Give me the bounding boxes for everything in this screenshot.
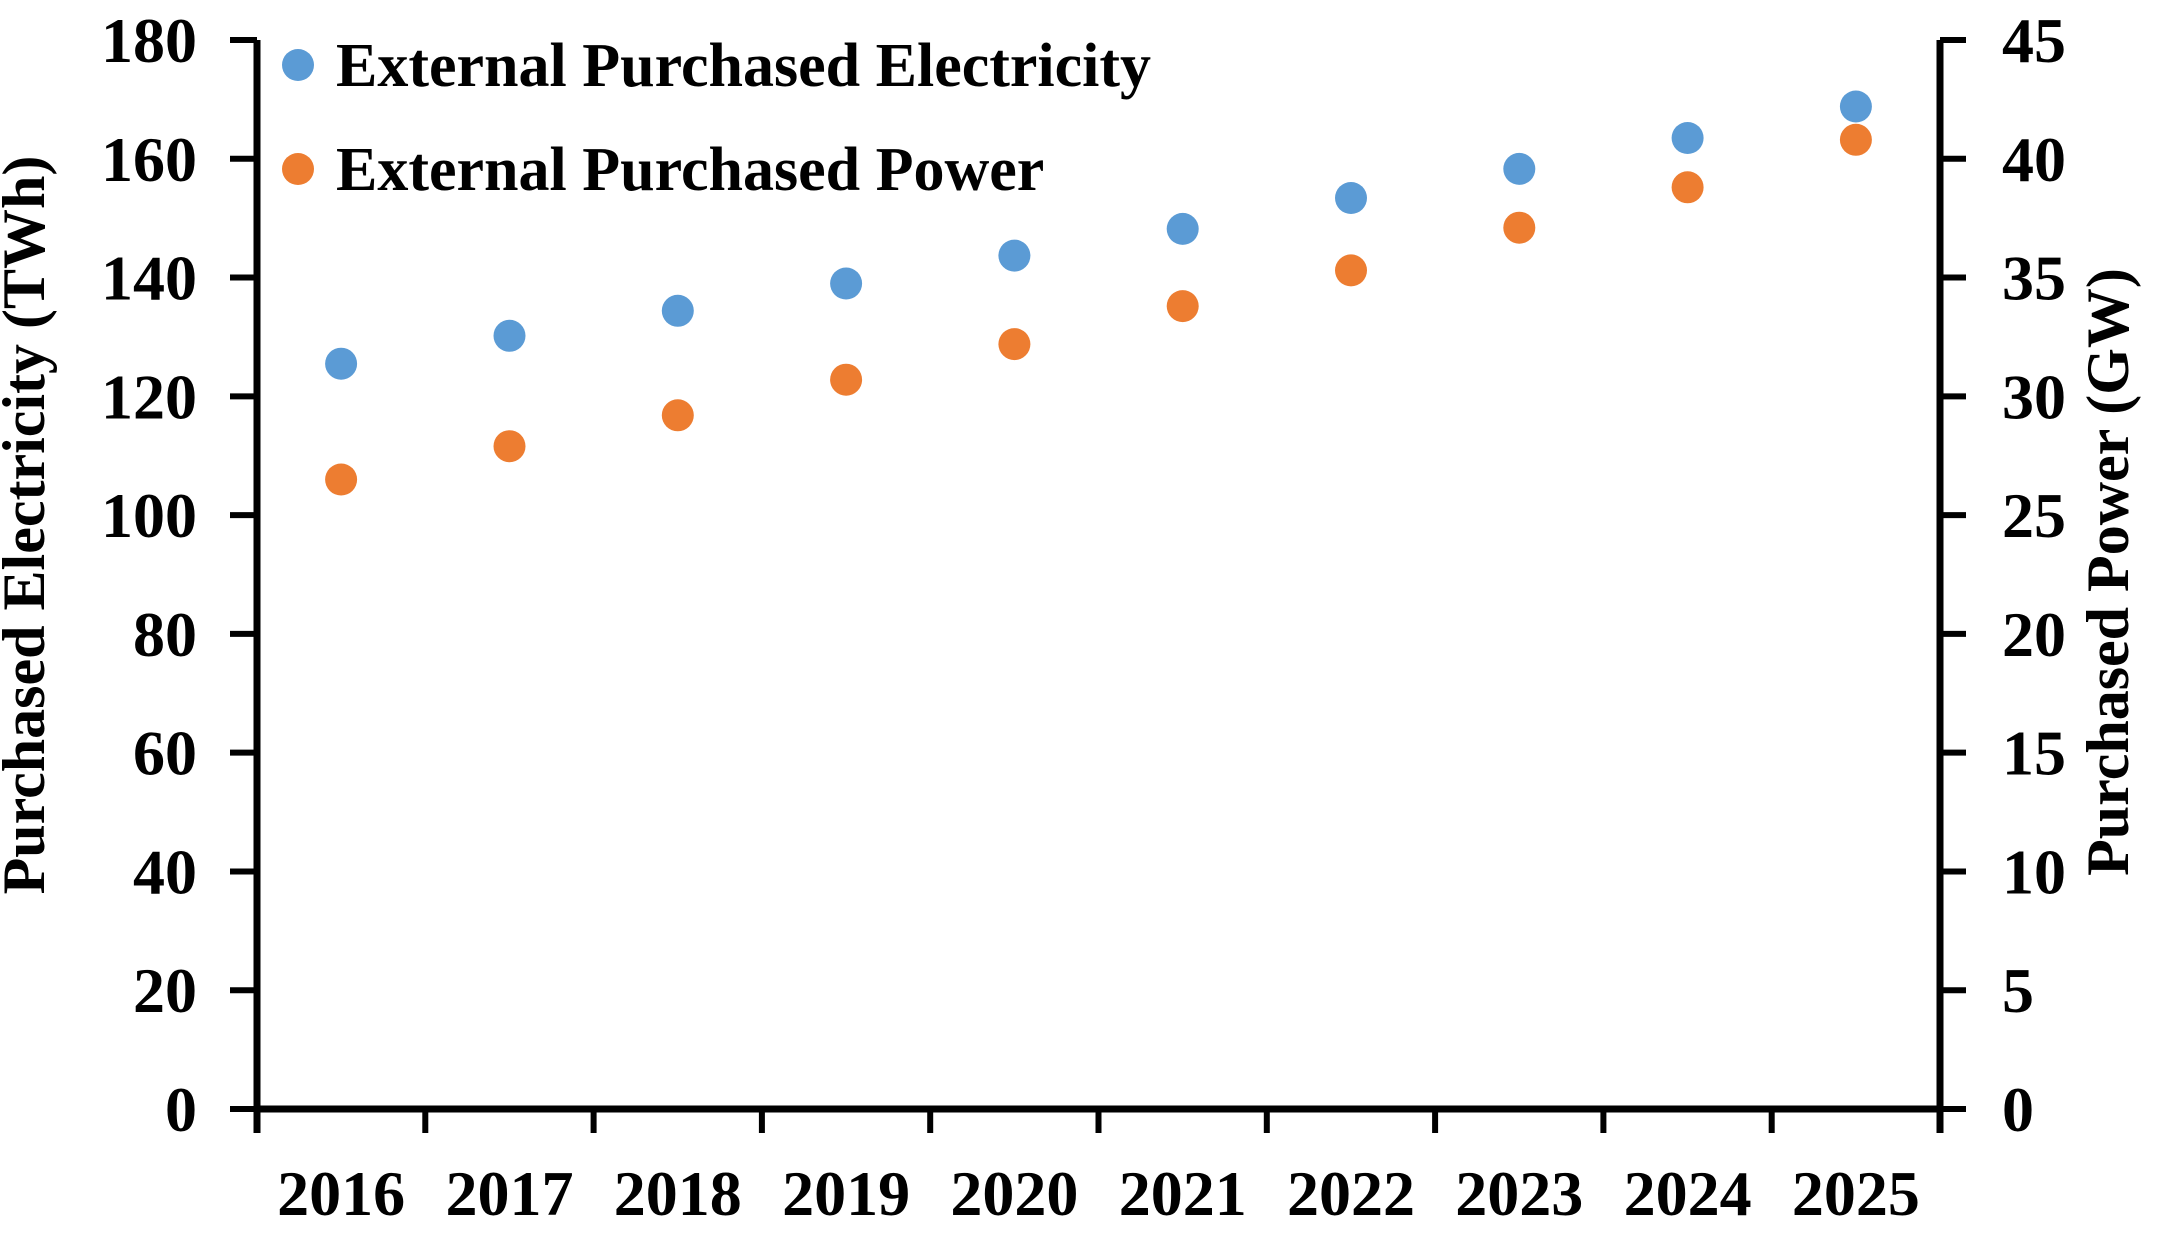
point-power-2022: [1335, 254, 1367, 287]
y-right-tick-label: 10: [2002, 836, 2066, 907]
point-power-2018: [661, 399, 694, 432]
y-left-tick-label: 140: [101, 243, 197, 314]
y-right-tick-label: 15: [2002, 718, 2066, 789]
y-left-tick-label: 0: [165, 1074, 197, 1145]
y-left-tick-label: 60: [133, 718, 197, 789]
y-right-tick-label: 0: [2002, 1074, 2034, 1145]
y-left-tick-label: 100: [101, 480, 197, 551]
x-axis-category-label: 2016: [277, 1158, 405, 1229]
y-left-tick-label: 20: [133, 955, 197, 1026]
x-axis-category-label: 2020: [950, 1158, 1078, 1229]
point-electricity-2022: [1335, 182, 1367, 214]
y-right-tick-label: 35: [2002, 243, 2066, 314]
point-electricity-2018: [661, 294, 694, 327]
y-left-tick-label: 160: [101, 124, 197, 195]
y-left-tick-label: 80: [133, 599, 197, 670]
point-electricity-2021: [1166, 212, 1199, 245]
x-axis-category-label: 2018: [614, 1158, 742, 1229]
point-power-2020: [998, 328, 1031, 361]
x-axis-category-label: 2025: [1792, 1158, 1920, 1229]
point-power-2024: [1671, 171, 1704, 204]
point-electricity-2016: [325, 347, 358, 380]
y-right-tick-label: 25: [2002, 480, 2066, 551]
x-axis-category-label: 2021: [1119, 1158, 1247, 1229]
y-left-tick-label: 40: [133, 836, 197, 907]
y-axis-right-ticks: 0 5 10 15 20 25 30 35 40 45: [1940, 5, 2066, 1145]
y-right-tick-label: 45: [2002, 5, 2066, 76]
data-points: [325, 90, 1872, 496]
y-right-tick-label: 40: [2002, 124, 2066, 195]
point-power-2023: [1503, 211, 1536, 244]
x-axis-category-label: 2017: [446, 1158, 574, 1229]
x-axis-category-label: 2019: [782, 1158, 910, 1229]
y-right-tick-label: 20: [2002, 599, 2066, 670]
y-left-tick-label: 180: [101, 5, 197, 76]
x-axis-category-label: 2022: [1287, 1158, 1415, 1229]
legend: External Purchased Electricity External …: [282, 32, 1151, 204]
point-power-2021: [1166, 290, 1199, 323]
point-electricity-2024: [1671, 122, 1704, 154]
point-power-2025: [1839, 123, 1872, 156]
point-power-2017: [493, 430, 526, 463]
point-power-2019: [830, 363, 863, 396]
y-left-tick-label: 120: [101, 361, 197, 432]
y-axis-left-ticks: 0 20 40 60 80 100 120 140 160 180: [101, 5, 257, 1145]
legend-label-electricity: External Purchased Electricity: [336, 32, 1151, 100]
point-electricity-2025: [1839, 90, 1872, 123]
x-axis-category-label: 2023: [1455, 1158, 1583, 1229]
left-axis-title: Purchased Electricity (TWh): [0, 156, 57, 895]
legend-marker-electricity-icon: [282, 49, 314, 81]
point-power-2016: [325, 463, 358, 496]
point-electricity-2019: [830, 267, 863, 300]
legend-label-power: External Purchased Power: [336, 136, 1044, 204]
legend-marker-power-icon: [282, 153, 314, 185]
point-electricity-2023: [1503, 152, 1536, 185]
y-right-tick-label: 30: [2002, 361, 2066, 432]
y-right-tick-label: 5: [2002, 955, 2034, 1026]
point-electricity-2020: [998, 239, 1031, 272]
x-axis-category-label: 2024: [1624, 1158, 1752, 1229]
right-axis-title: Purchased Power (GW): [2075, 268, 2141, 876]
x-axis-ticks: 2016 2017 2018 2019 2020 2021 2022 2023 2024 2025: [254, 1109, 1943, 1229]
point-electricity-2017: [493, 319, 526, 352]
